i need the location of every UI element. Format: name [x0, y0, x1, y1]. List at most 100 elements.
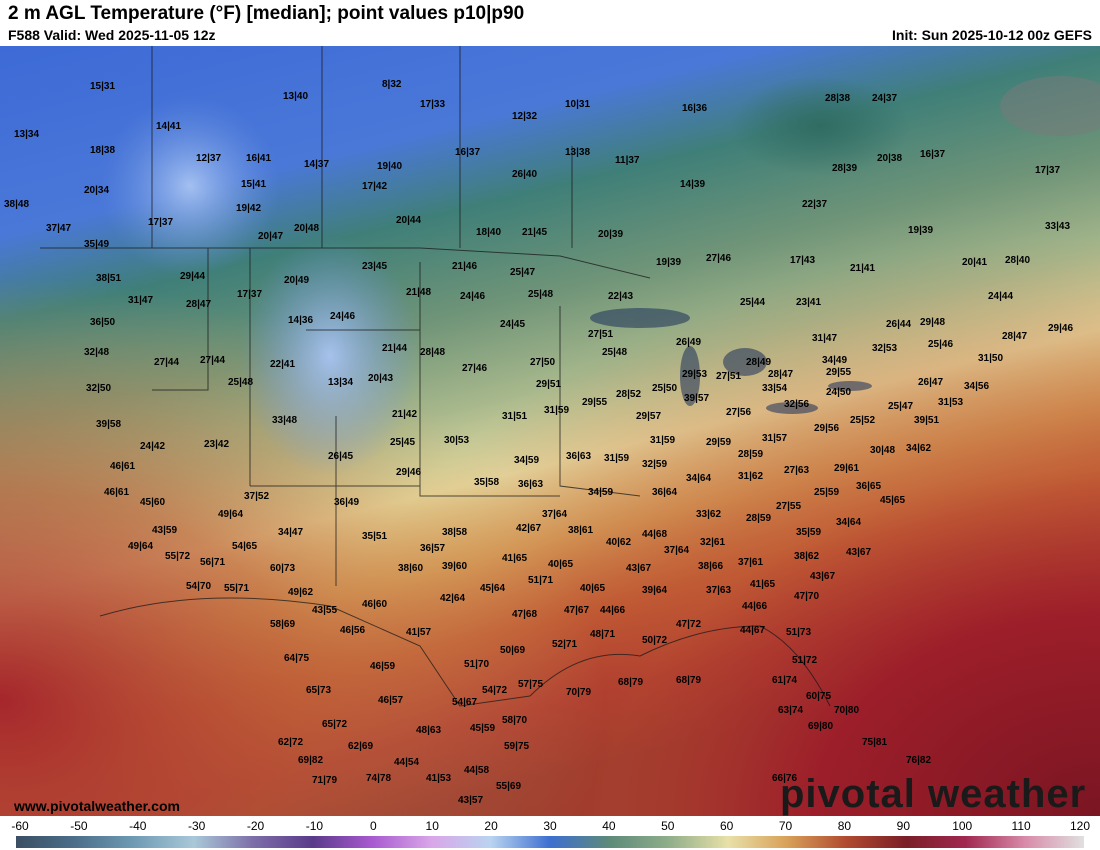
point-value: 58|69 [270, 619, 296, 630]
point-value: 47|67 [564, 605, 590, 616]
point-value: 25|46 [928, 339, 954, 350]
point-value: 60|73 [270, 563, 296, 574]
point-value: 44|54 [394, 757, 420, 768]
point-value: 70|79 [566, 687, 592, 698]
point-value: 21|42 [392, 409, 418, 420]
point-value: 28|59 [738, 449, 764, 460]
point-value: 70|80 [834, 705, 860, 716]
point-value: 38|60 [398, 563, 424, 574]
colorbar-tick-label: 110 [1011, 819, 1031, 833]
point-value: 52|71 [552, 639, 578, 650]
point-value: 54|67 [452, 697, 478, 708]
colorbar-tick-label: -40 [129, 819, 147, 833]
point-value: 20|49 [284, 275, 310, 286]
point-value: 65|72 [322, 719, 348, 730]
point-value: 39|64 [642, 585, 668, 596]
point-value: 29|51 [536, 379, 562, 390]
colorbar-tick-label: 40 [602, 819, 616, 833]
point-value: 32|50 [86, 383, 112, 394]
point-value: 64|75 [284, 653, 310, 664]
colorbar-tick-label: 10 [425, 819, 439, 833]
point-value: 21|46 [452, 261, 478, 272]
point-value: 20|38 [877, 153, 903, 164]
point-value: 38|61 [568, 525, 594, 536]
source-url[interactable]: www.pivotalweather.com [14, 798, 180, 814]
point-value: 45|64 [480, 583, 506, 594]
point-value: 28|47 [186, 299, 212, 310]
point-value: 43|59 [152, 525, 178, 536]
point-value: 37|64 [542, 509, 568, 520]
point-value: 15|31 [90, 81, 116, 92]
point-value: 51|71 [528, 575, 554, 586]
point-value: 26|44 [886, 319, 912, 330]
point-value: 48|71 [590, 629, 616, 640]
point-value: 62|72 [278, 737, 304, 748]
point-value: 32|56 [784, 399, 810, 410]
point-value: 35|59 [796, 527, 822, 538]
point-value: 39|51 [914, 415, 940, 426]
point-value: 68|79 [618, 677, 644, 688]
point-value: 25|45 [390, 437, 416, 448]
point-value: 19|40 [377, 161, 403, 172]
point-value: 55|71 [224, 583, 250, 594]
point-value: 37|64 [664, 545, 690, 556]
point-value: 54|65 [232, 541, 258, 552]
point-value: 36|63 [518, 479, 544, 490]
point-value: 24|46 [460, 291, 486, 302]
point-value: 20|43 [368, 373, 394, 384]
point-value: 25|47 [510, 267, 536, 278]
colorbar-tick-label: 60 [719, 819, 734, 833]
point-value: 27|63 [784, 465, 810, 476]
point-value: 21|45 [522, 227, 548, 238]
point-value: 35|51 [362, 531, 388, 542]
point-value: 56|71 [200, 557, 226, 568]
point-value: 31|59 [604, 453, 630, 464]
point-value: 47|70 [794, 591, 820, 602]
point-value: 28|38 [825, 93, 851, 104]
point-value: 48|63 [416, 725, 442, 736]
point-value: 76|82 [906, 755, 932, 766]
point-value: 37|63 [706, 585, 732, 596]
point-value: 10|31 [565, 99, 591, 110]
point-value: 31|47 [812, 333, 838, 344]
point-value: 14|41 [156, 121, 182, 132]
point-value: 30|48 [870, 445, 896, 456]
point-value: 27|50 [530, 357, 556, 368]
point-value: 14|39 [680, 179, 706, 190]
point-value: 62|69 [348, 741, 374, 752]
point-value: 25|50 [652, 383, 678, 394]
point-value: 37|52 [244, 491, 270, 502]
point-value: 36|50 [90, 317, 116, 328]
point-value: 40|62 [606, 537, 632, 548]
point-value: 34|59 [588, 487, 614, 498]
point-value: 16|36 [682, 103, 708, 114]
point-value: 38|48 [4, 199, 30, 210]
point-value: 21|41 [850, 263, 876, 274]
point-value: 31|57 [762, 433, 788, 444]
point-value: 42|64 [440, 593, 466, 604]
point-value: 39|57 [684, 393, 710, 404]
point-value: 45|60 [140, 497, 166, 508]
temperature-map[interactable]: 15|31 8|32 13|40 17|33 10|31 12|32 16|36 28|38 2… [0, 46, 1100, 816]
point-value: 17|37 [148, 217, 174, 228]
point-value: 32|61 [700, 537, 726, 548]
point-value: 34|64 [686, 473, 712, 484]
point-value: 37|47 [46, 223, 72, 234]
point-value: 42|67 [516, 523, 542, 534]
point-value: 46|61 [104, 487, 130, 498]
point-value: 44|66 [600, 605, 626, 616]
point-value: 13|38 [565, 147, 591, 158]
point-value: 19|39 [656, 257, 682, 268]
point-value: 49|62 [288, 587, 314, 598]
point-value: 66|76 [772, 773, 798, 784]
point-value: 28|40 [1005, 255, 1031, 266]
point-value: 31|59 [650, 435, 676, 446]
point-value: 31|53 [938, 397, 964, 408]
point-value: 26|40 [512, 169, 538, 180]
point-value: 43|55 [312, 605, 338, 616]
point-value: 41|65 [502, 553, 528, 564]
colorbar-tick-label: -50 [70, 819, 88, 833]
point-value: 54|72 [482, 685, 508, 696]
point-value: 60|75 [806, 691, 832, 702]
point-value: 28|59 [746, 513, 772, 524]
